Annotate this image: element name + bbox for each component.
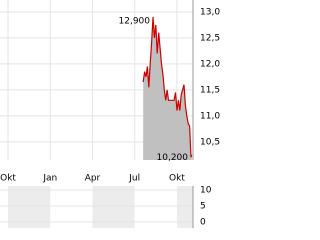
y-tick-label: 0 xyxy=(200,217,206,227)
y-tick-label: 11,5 xyxy=(200,85,220,95)
annotation: 12,900 xyxy=(119,17,151,27)
band xyxy=(176,186,193,228)
annotation: 10,200 xyxy=(157,153,189,163)
y-tick-label: 10 xyxy=(200,185,212,195)
x-tick-label: Jan xyxy=(42,174,57,184)
y-tick-label: 5 xyxy=(200,201,206,211)
band xyxy=(8,186,51,228)
area xyxy=(143,17,192,160)
y-tick-label: 10,5 xyxy=(200,137,220,147)
chart: 10,5 11,0 11,5 12,0 12,5 13,0 Okt Jan Apr Jul Okt 1… xyxy=(0,0,220,228)
x-tick-label: Okt xyxy=(169,174,185,184)
x-tick-label: Okt xyxy=(0,174,16,184)
y-tick-label: 12,5 xyxy=(200,33,220,43)
y-tick-label: 13,0 xyxy=(200,7,220,17)
price-line xyxy=(142,17,193,158)
band xyxy=(92,186,135,228)
y-tick-label: 11,0 xyxy=(200,111,220,121)
y-tick-label: 12,0 xyxy=(200,59,220,69)
x-tick-label: Jul xyxy=(128,174,140,184)
x-tick-label: Apr xyxy=(85,174,101,184)
